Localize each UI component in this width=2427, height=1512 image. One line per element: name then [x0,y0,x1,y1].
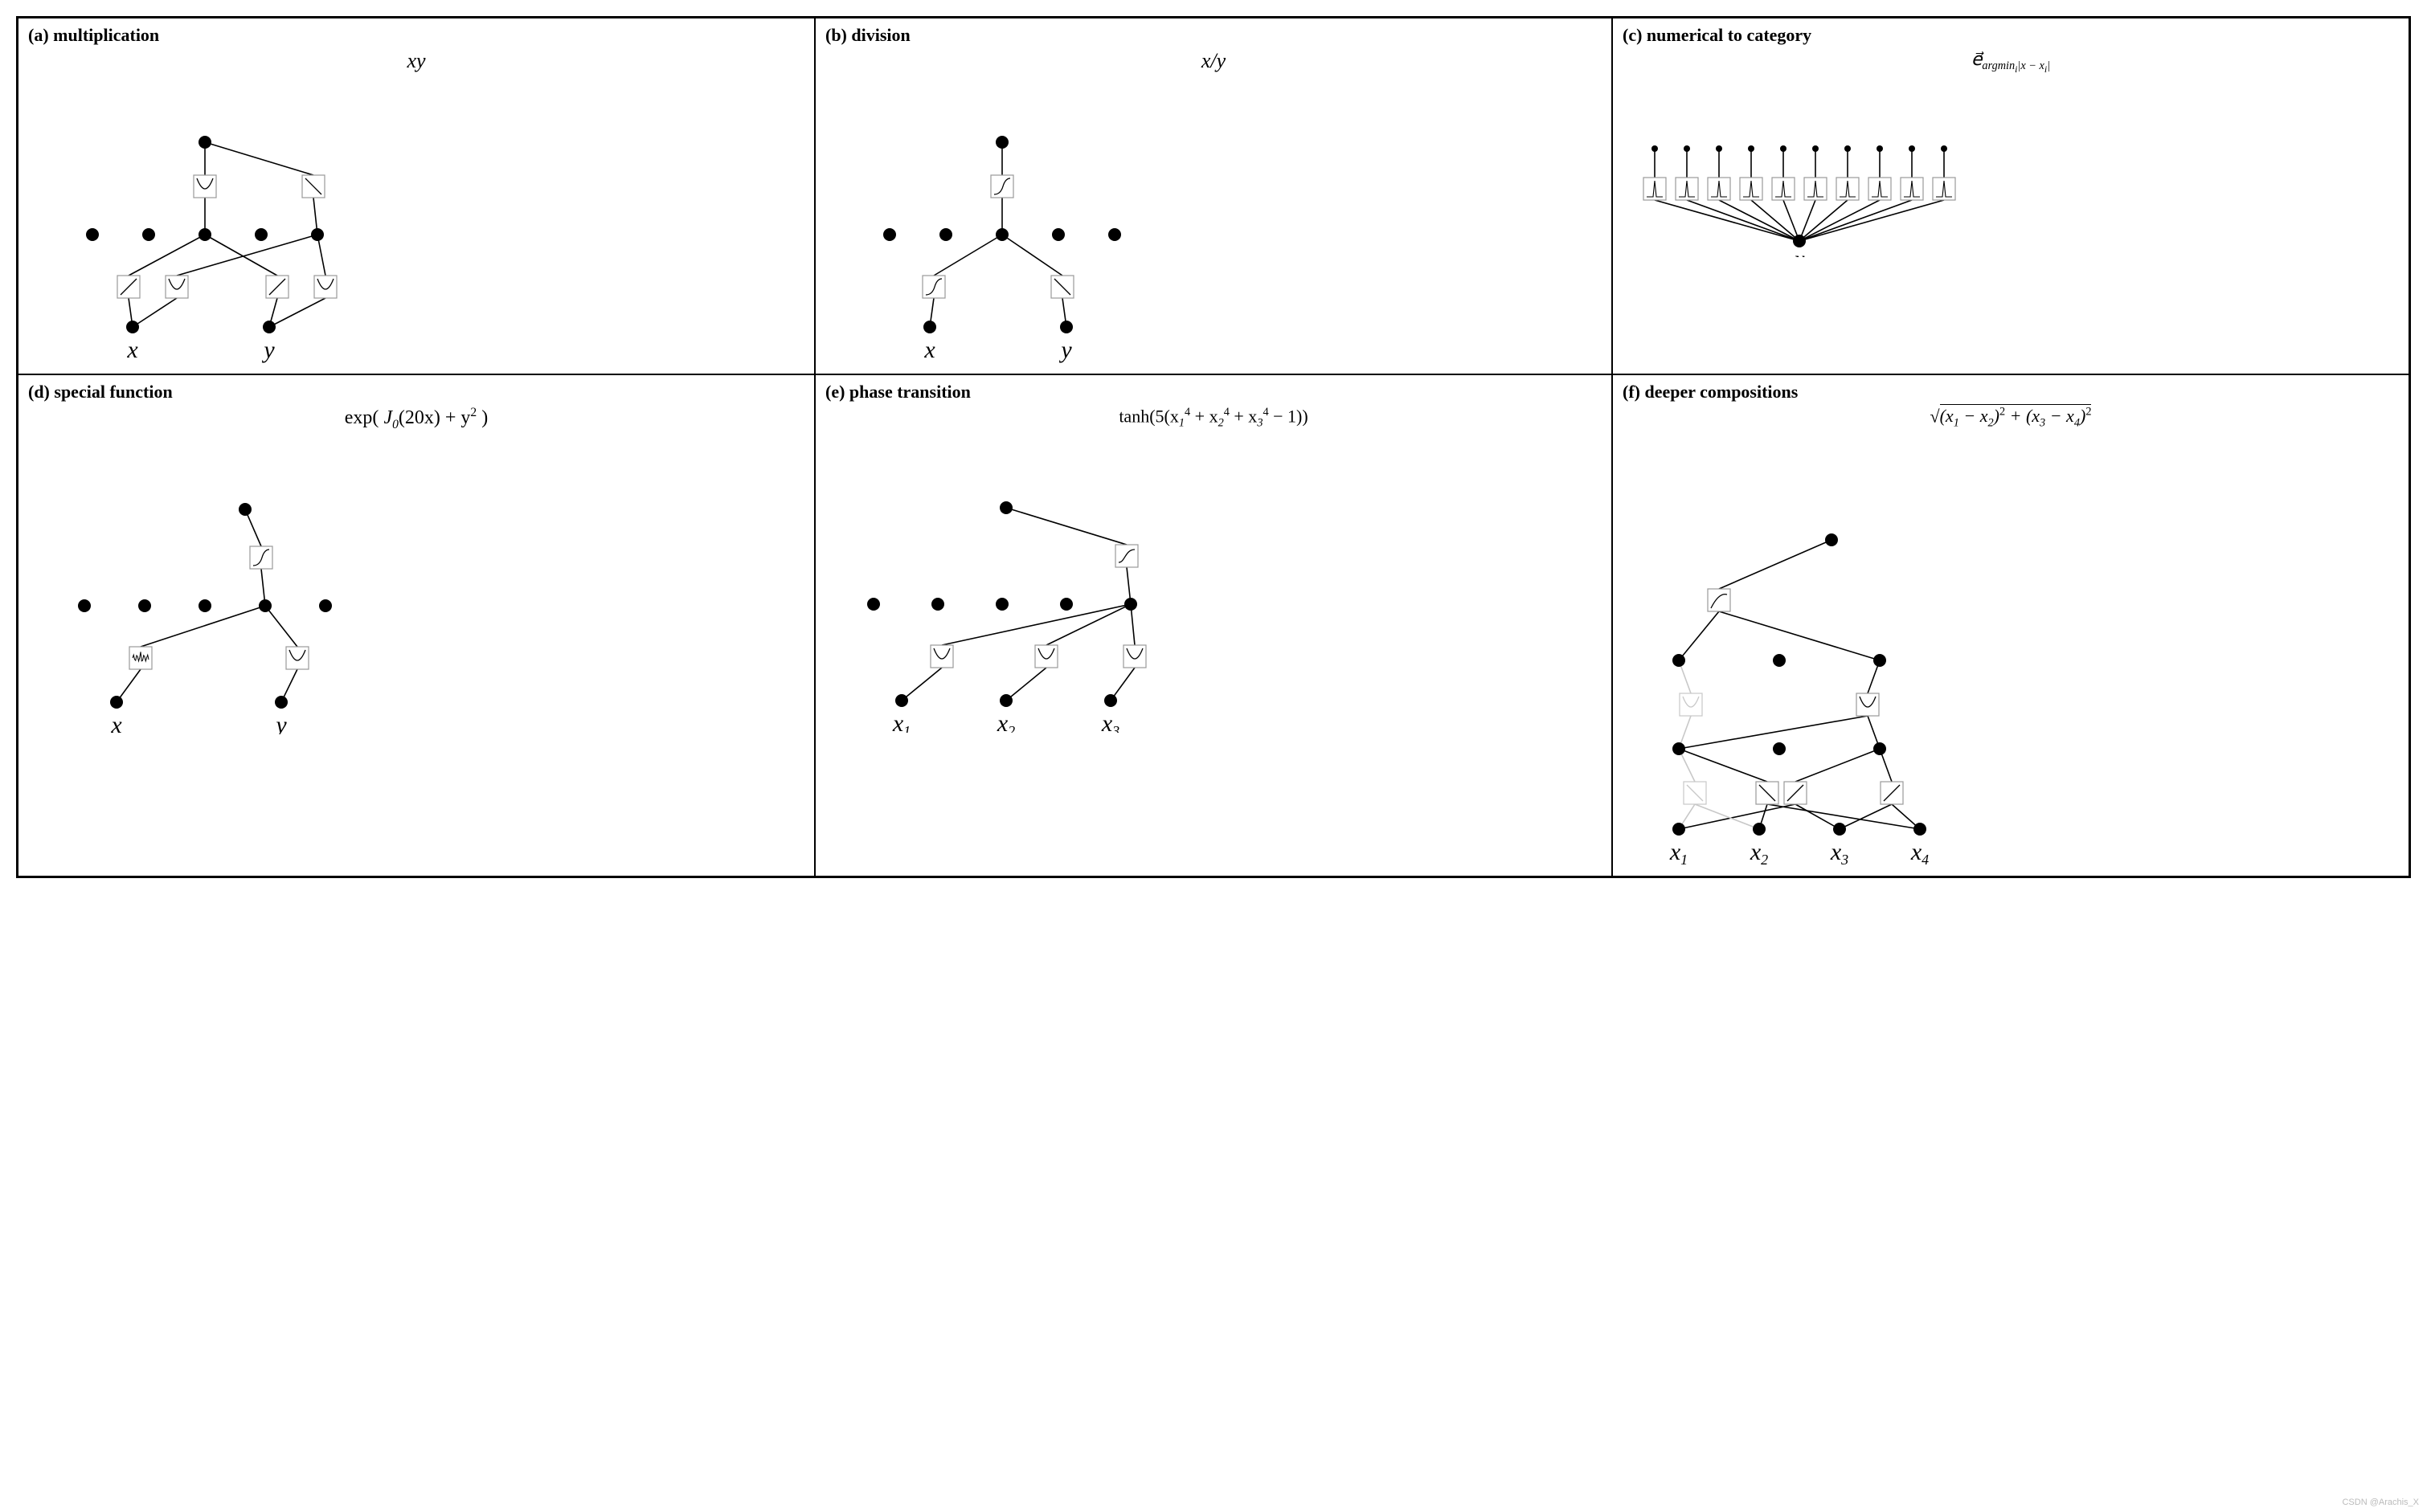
panel-a-title: (a) multiplication [28,25,804,46]
svg-text:x: x [923,337,935,363]
panel-b-title: (b) division [825,25,1602,46]
svg-text:x3: x3 [1101,710,1119,733]
diagram-f: x1 x2 x3 x4 [1623,435,1976,869]
diagram-e: x1 x2 x3 [825,435,1179,733]
panel-e-title: (e) phase transition [825,382,1602,403]
panel-d-title: (d) special function [28,382,804,403]
diagram-a: xy [28,78,382,367]
svg-text:x1: x1 [892,710,911,733]
diagram-d: xy [28,437,382,734]
panel-c-formula: e⃗argmini|x − xi| [1623,49,2399,76]
panel-d-formula: exp( J0(20x) + y2 ) [28,406,804,432]
panel-b-formula: x/y [825,49,1602,73]
panel-f-title: (f) deeper compositions [1623,382,2399,403]
svg-text:y: y [261,337,275,363]
svg-text:x: x [126,337,138,363]
panel-numerical-to-category: (c) numerical to category e⃗argmini|x − … [1612,18,2409,374]
diagram-c: x [1623,80,1976,257]
diagram-b: xy [825,78,1179,367]
panel-e-formula: tanh(5(x14 + x24 + x34 − 1)) [825,406,1602,431]
svg-text:y: y [1058,337,1072,363]
svg-text:x: x [1793,246,1805,257]
panel-deeper-compositions: (f) deeper compositions √(x1 − x2)2 + (x… [1612,374,2409,877]
svg-text:y: y [273,712,287,734]
svg-text:x2: x2 [997,710,1015,733]
panel-multiplication: (a) multiplication xy xy [18,18,815,374]
svg-text:x1: x1 [1669,839,1688,868]
panel-special-function: (d) special function exp( J0(20x) + y2 )… [18,374,815,877]
svg-text:x3: x3 [1830,839,1848,868]
svg-text:x: x [110,712,122,734]
panel-phase-transition: (e) phase transition tanh(5(x14 + x24 + … [815,374,1612,877]
panel-a-formula: xy [28,49,804,73]
figure-grid: (a) multiplication xy xy (b) division x/… [16,16,2411,878]
panel-c-title: (c) numerical to category [1623,25,2399,46]
svg-text:x2: x2 [1750,839,1768,868]
svg-text:x4: x4 [1910,839,1929,868]
watermark-text: CSDN @Arachis_X [2342,1498,2419,1507]
panel-division: (b) division x/y xy [815,18,1612,374]
panel-f-formula: √(x1 − x2)2 + (x3 − x4)2 [1623,406,2399,431]
